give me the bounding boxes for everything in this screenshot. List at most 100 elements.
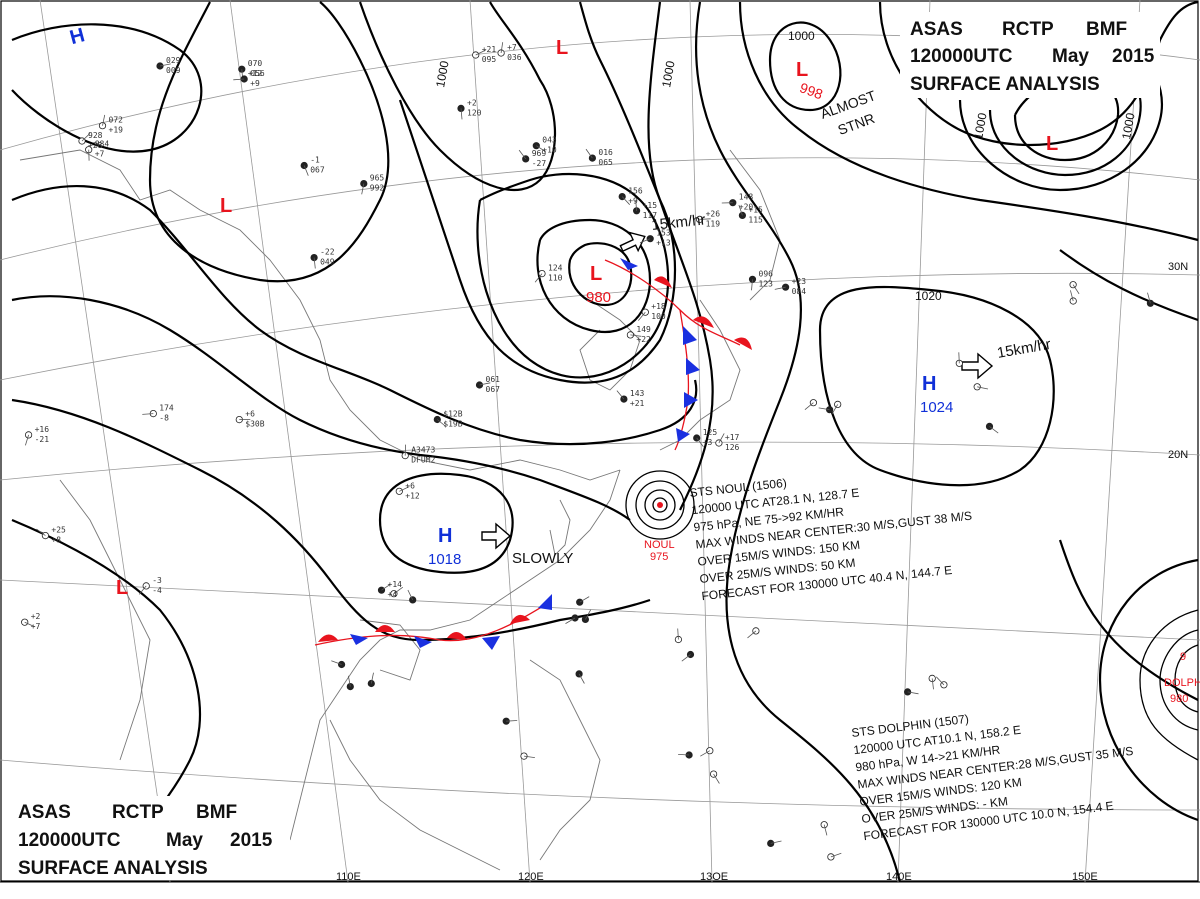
isobar-label-1000-kuril-e: 1000: [1119, 111, 1137, 140]
header-tr-bmf: BMF: [1086, 19, 1127, 40]
dolphin-center-value: 9: [1180, 651, 1186, 663]
isobar-pacific-west: [695, 1, 902, 883]
lon-label-150e: 150E: [1072, 871, 1098, 883]
station-tendency: -27: [532, 159, 547, 168]
station-value: 070: [248, 59, 263, 68]
wind-barb: [585, 609, 592, 620]
station-tendency: +22: [636, 335, 651, 344]
wind-barb: [313, 257, 316, 269]
station-tendency: +28: [88, 141, 103, 150]
wind-barb: [142, 413, 154, 415]
station-circle: [834, 400, 842, 408]
coastlines: [19, 149, 781, 871]
dolphin-pressure-label: 980: [1170, 693, 1188, 705]
stat-front-cold-3: [482, 636, 500, 650]
header-tr-year: 2015: [1112, 46, 1155, 67]
station-tendency: -4: [152, 586, 162, 595]
station-tendency: 126: [725, 443, 740, 452]
header-tr-time: 120000UTC: [910, 46, 1013, 67]
station-value: +2: [31, 612, 41, 621]
station-tendency: +8: [51, 536, 61, 545]
station-tendency: $30B: [245, 420, 264, 429]
header-top-right-bg: [900, 12, 1160, 98]
isobar-north-china: [11, 184, 698, 446]
header-top-right: ASAS RCTP BMF 120000UTC May 2015 SURFACE…: [900, 12, 1160, 98]
header-bottom-left: ASAS RCTP BMF 120000UTC May 2015 SURFACE…: [10, 796, 290, 880]
station-tendency: DFUM2: [411, 456, 435, 465]
wind-barb: [1070, 290, 1074, 302]
station-value: +6: [245, 410, 255, 419]
station-value: 174: [159, 404, 174, 413]
low-value-manchuria: 980: [586, 289, 611, 306]
cold-front-tri-3: [686, 358, 700, 375]
station-tendency: +12: [405, 491, 420, 500]
wind-barb: [585, 148, 593, 159]
station-value: +17: [725, 433, 740, 442]
arrow-manchuria-low: [619, 231, 646, 253]
isobar-okhotsk-south: [738, 1, 1199, 242]
coast-hainan-gulf: [359, 619, 421, 681]
header-bottom-left-bg: [10, 796, 290, 880]
station-tendency: 123: [759, 279, 774, 288]
station-value: +2: [467, 98, 477, 107]
station-value: +15: [748, 205, 763, 214]
station-value: 016: [598, 148, 613, 157]
station-tendency: -21: [35, 435, 50, 444]
station-tendency: +4: [388, 590, 398, 599]
isobar-manchuria-mid: [476, 172, 670, 379]
coast-mainland-south: [289, 469, 621, 841]
isobar-east-1: [1059, 249, 1199, 322]
station-value: 969: [532, 149, 547, 158]
isobar-okhotsk-low: [768, 21, 842, 112]
warm-front-half-1: [654, 276, 672, 288]
meridian-100e: [39, 0, 171, 883]
stat-front-warm-1: [318, 634, 338, 642]
station-value: 061: [486, 375, 501, 384]
station-tendency: +7: [95, 150, 105, 159]
header-tr-title: SURFACE ANALYSIS: [910, 74, 1100, 95]
station-tendency: 100: [651, 312, 666, 321]
wind-barb: [460, 108, 463, 120]
high-center-pacific: H: [922, 373, 936, 395]
meridian-140e: [897, 0, 931, 883]
station-value: -3: [152, 576, 162, 585]
wind-barb: [747, 630, 757, 639]
isobar-east-2: [1058, 539, 1199, 701]
station-tendency: 084: [792, 287, 807, 296]
lon-label-120e: 120E: [518, 871, 544, 883]
low-center-mongolia: L: [220, 195, 232, 217]
isobar-label-1000-okhotsk: 1000: [788, 29, 815, 43]
storm-info-noul: STS NOUL (1506)120000 UTC AT28.1 N, 128.…: [689, 476, 973, 603]
noul-name-label: NOUL: [644, 539, 675, 551]
station-tendency: 110: [548, 274, 563, 283]
station-tendency: $19B: [443, 420, 462, 429]
wind-barb: [578, 673, 585, 684]
isobar-dolphin-outer: [1098, 558, 1199, 822]
station-tendency: 095: [482, 55, 497, 64]
wind-barb: [700, 750, 711, 757]
speed-label-pacific: 15km/hr: [996, 336, 1052, 362]
station-tendency: 036: [507, 53, 522, 62]
header-tr-asas: ASAS: [910, 19, 963, 40]
wind-barb: [506, 720, 518, 722]
station-tendency: 115: [748, 215, 763, 224]
station-tendency: 067: [486, 385, 501, 394]
wind-barb: [25, 434, 29, 446]
isobar-south-china-high: [378, 472, 514, 574]
parallel-30n: [0, 272, 1200, 381]
noul-pressure-label: 975: [650, 551, 668, 563]
stat-front-cold-2: [414, 636, 432, 648]
station-value: +16: [35, 425, 50, 434]
station-value: +26: [706, 209, 721, 218]
parallel-10n: [0, 579, 1200, 641]
station-tendency: 992: [370, 184, 385, 193]
station-tendency: -8: [159, 414, 169, 423]
station-value: 072: [109, 116, 124, 125]
wind-barb: [102, 114, 106, 126]
wind-barb: [361, 183, 365, 195]
wind-barb: [823, 824, 828, 836]
header-tr-month: May: [1052, 46, 1089, 67]
station-tendency: +19: [109, 126, 124, 135]
isobars: [11, 0, 1199, 883]
